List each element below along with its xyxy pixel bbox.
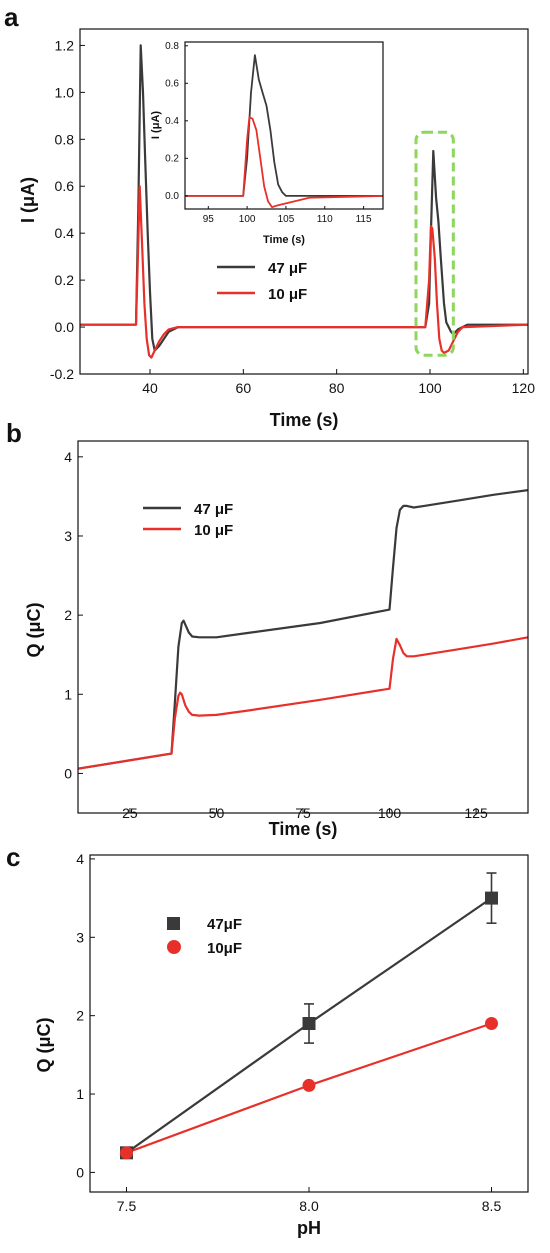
panel-b-letter: b [6,418,22,448]
panel-a-y-tick-label: 0.6 [55,178,75,194]
panel-b-charge-chart: b 25 50 75 100 125 0 1 2 3 4 Time (s) Q (μC) 47 … [6,418,529,839]
panel-a-y-tick-label: 0.0 [55,319,75,335]
panel-c-ph-chart: c 7.5 8.0 8.5 0 1 2 3 4 pH Q (μC) 47μF 10μF [6,842,529,1238]
panel-c-legend-marker-47uF [167,917,180,930]
panel-a-legend-label-10uF: 10 μF [268,286,307,303]
panel-a-y-tick-label: 0.8 [55,131,75,147]
panel-a-y-axis-title: I (μA) [18,177,38,223]
panel-b-legend-label-10uF: 10 μF [194,522,233,539]
panel-b-y-tick-label: 1 [64,686,72,702]
panel-b-x-tick-label: 75 [295,805,311,821]
panel-c-legend-label-47uF: 47μF [207,916,242,933]
panel-a-y-tick-label: -0.2 [50,366,74,382]
panel-a-x-tick-label: 100 [418,380,442,396]
panel-b-x-tick-label: 50 [209,805,225,821]
panel-a-series-line-10uF [80,185,529,359]
panel-b-x-axis-title: Time (s) [269,819,338,839]
panel-c-point-10uF [302,1078,316,1092]
inset-plot-frame [184,41,384,210]
panel-b-y-tick-label: 2 [64,607,72,623]
panel-a-plot-frame [79,28,529,375]
panel-c-legend-label-10uF: 10μF [207,940,242,957]
panel-b-y-tick-label: 3 [64,528,72,544]
panel-c-x-tick-label: 8.0 [299,1198,319,1214]
panel-a-letter: a [4,2,19,32]
inset-x-tick-label: 95 [203,214,215,225]
panel-c-point-10uF [120,1146,133,1160]
panel-a-current-chart: a 40 60 80 100 120 -0.2 0.0 0.2 0.4 0.6 0.8 1.0 1.2… [4,2,535,430]
inset-y-tick-label: 0.2 [165,153,179,164]
panel-a-x-tick-label: 60 [236,380,252,396]
panel-c-point-47uF [485,891,498,905]
panel-c-y-tick-label: 3 [76,929,84,945]
inset-background [185,42,383,209]
panel-c-point-10uF [485,1017,498,1030]
panel-c-x-tick-label: 8.5 [482,1198,502,1214]
panel-a-y-tick-label: 0.2 [55,272,75,288]
panel-c-letter: c [6,842,20,872]
panel-b-series-line-10uF [77,636,529,770]
panel-b-x-tick-label: 125 [464,805,488,821]
panel-c-x-tick-label: 7.5 [117,1198,137,1214]
panel-c-x-axis-title: pH [297,1218,321,1238]
panel-b-x-tick-label: 25 [122,805,138,821]
inset-y-tick-label: 0.4 [165,116,179,127]
panel-c-y-tick-label: 0 [76,1164,84,1180]
panel-b-legend: 47 μF 10 μF [143,501,233,539]
panel-a-legend-label-47uF: 47 μF [268,260,307,277]
panel-b-legend-label-47uF: 47 μF [194,501,233,518]
panel-c-y-tick-label: 4 [76,851,84,867]
panel-b-series-line-47uF [77,489,529,770]
inset-y-axis-title: I (μA) [150,111,162,139]
panel-b-y-tick-label: 0 [64,765,72,781]
panel-a-legend: 47 μF 10 μF [217,260,307,303]
inset-y-tick-label: 0.0 [165,191,179,202]
panel-c-y-tick-label: 2 [76,1008,84,1024]
panel-c-y-axis-title: Q (μC) [34,1017,54,1072]
panel-c-legend: 47μF 10μF [167,916,242,957]
panel-b-y-axis-title: Q (μC) [24,602,44,657]
panel-c-point-47uF [302,1017,316,1030]
inset-y-tick-label: 0.8 [165,41,179,52]
panel-a-x-tick-label: 40 [142,380,158,396]
panel-a-x-axis-title: Time (s) [270,410,339,430]
panel-b-y-tick-label: 4 [64,449,72,465]
inset-x-axis-title: Time (s) [263,234,305,246]
panel-a-x-tick-label: 120 [512,380,536,396]
inset-x-tick-label: 110 [317,214,333,225]
inset-series-line-10uF [185,116,384,209]
inset-x-tick-label: 115 [356,214,372,225]
inset-x-tick-label: 105 [278,214,295,225]
panel-a-x-tick-label: 80 [329,380,345,396]
panel-b-x-tick-label: 100 [378,805,402,821]
panel-a-y-tick-label: 1.0 [55,84,75,100]
inset-x-tick-label: 100 [239,214,256,225]
panel-a-inset: 95 100 105 110 115 0.00.20.40.60.8 Time (s) … [150,41,384,246]
panel-a-y-tick-label: 1.2 [55,37,75,53]
panel-c-legend-marker-10uF [167,940,181,954]
panel-a-y-tick-label: 0.4 [55,225,75,241]
panel-c-y-tick-label: 1 [76,1086,84,1102]
inset-y-tick-label: 0.6 [165,78,179,89]
